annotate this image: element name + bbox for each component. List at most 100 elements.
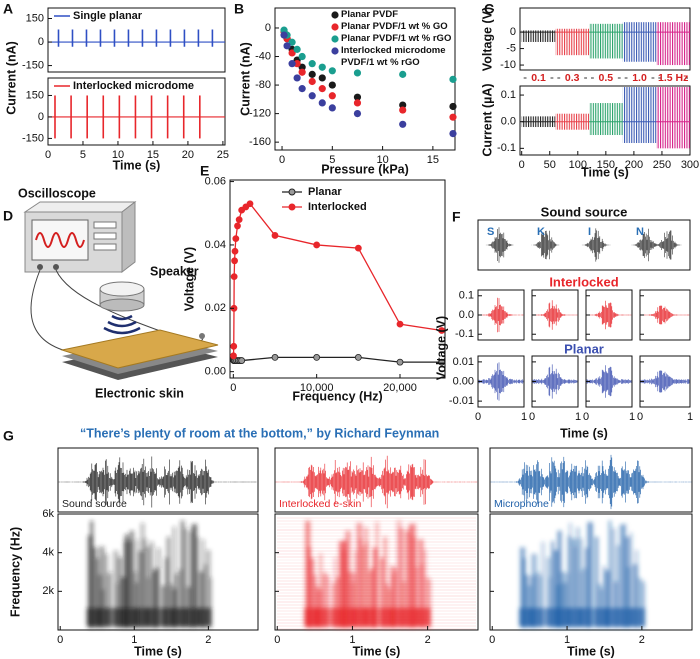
spectro-blob — [169, 583, 173, 628]
point — [238, 357, 246, 364]
point — [234, 222, 241, 230]
y-axis-label: Frequency (Hz) — [8, 527, 22, 617]
spectro-blob — [551, 541, 555, 628]
point — [313, 354, 321, 361]
spectro-blob — [361, 546, 366, 628]
waveform — [640, 370, 690, 393]
x-axis-label: Pressure (kPa) — [321, 162, 409, 176]
series-line — [232, 356, 442, 363]
point — [449, 129, 457, 138]
spectro-blob — [97, 608, 112, 626]
x-tick-label: 2 — [205, 634, 211, 646]
point — [438, 358, 446, 366]
scope-side — [121, 200, 136, 274]
x-tick-label: 10,000 — [300, 382, 334, 394]
spectro-blob — [307, 547, 311, 628]
row-title: Interlocked — [549, 274, 618, 289]
x-tick-label: 2 — [425, 634, 431, 646]
x-axis-label: Time (s) — [113, 158, 161, 172]
spectro-blob — [536, 571, 541, 628]
point — [449, 75, 457, 83]
x-tick-label: 300 — [681, 159, 699, 171]
legend-label: Interlocked microdome — [73, 80, 194, 92]
x-tick-label: 25 — [217, 149, 229, 161]
point — [313, 241, 321, 249]
sound-waveform — [485, 227, 682, 263]
legend-marker — [288, 203, 296, 211]
panel-label: E — [200, 163, 209, 179]
x-tick-label: 0 — [519, 159, 525, 171]
waveform — [586, 300, 632, 330]
spectro-blob — [380, 557, 384, 628]
point — [283, 42, 291, 50]
x-tick-label: 15 — [427, 154, 439, 166]
spectro-blob — [151, 571, 156, 628]
skin-contact — [199, 333, 205, 339]
point — [298, 52, 306, 61]
point — [354, 354, 362, 361]
spectro-blob — [615, 545, 621, 628]
signal-band — [589, 103, 623, 136]
plot-frame — [531, 289, 579, 341]
x-tick-label: 20 — [182, 149, 194, 161]
x-tick-label: 0 — [529, 411, 535, 423]
y-tick-label: -0.1 — [497, 142, 516, 154]
spectro-blob — [123, 608, 138, 626]
spectro-blob — [557, 530, 562, 628]
plot-frame — [57, 447, 259, 513]
point — [230, 352, 237, 360]
spectro-blob — [208, 577, 212, 628]
spectro-blob — [160, 608, 175, 626]
spectro-blob — [579, 571, 583, 628]
point — [353, 110, 362, 118]
spectro-blob — [341, 608, 356, 626]
spectro-blob — [407, 524, 413, 628]
point — [293, 45, 301, 53]
spectro-blob — [175, 573, 179, 628]
legend-label: Planar PVDF/1 wt % rGO — [341, 33, 451, 44]
spectro-blob — [180, 520, 185, 628]
signal-band — [656, 87, 690, 149]
spectro-blob — [567, 608, 582, 626]
y-tick-label: -10 — [500, 59, 516, 71]
spectro-blob — [161, 585, 166, 628]
spectro-blob — [533, 574, 538, 628]
legend-label: Planar PVDF/1 wt % GO — [341, 21, 448, 32]
spectro-blob — [145, 608, 160, 626]
spectro-blob — [90, 520, 94, 628]
point — [293, 74, 301, 82]
legend-marker — [331, 23, 339, 31]
x-tick-label: 15 — [147, 149, 159, 161]
y-tick-label: 0 — [265, 22, 271, 34]
scope-port — [37, 264, 43, 270]
legend-label: Interlocked — [308, 201, 367, 213]
x-tick-label: 1 — [629, 411, 635, 423]
point — [399, 70, 407, 78]
point — [318, 74, 326, 82]
spectro-blob — [604, 608, 619, 626]
speaker-base — [99, 298, 145, 312]
annotation: 0.1 — [531, 72, 546, 84]
point — [438, 327, 446, 334]
spectro-blob — [185, 608, 200, 626]
spectro-blob — [425, 577, 430, 628]
spectro-blob — [412, 536, 416, 628]
y-tick-label: -5 — [506, 42, 516, 54]
spectro-blob — [118, 557, 122, 628]
y-tick-label: 0.06 — [205, 175, 226, 187]
point — [328, 92, 336, 100]
spectro-blob — [124, 534, 129, 628]
y-tick-label: 0 — [38, 36, 44, 48]
spectro-blob — [201, 539, 205, 628]
legend-marker — [331, 11, 339, 19]
spectro-blob — [527, 585, 532, 628]
point — [353, 99, 362, 107]
f-letter: I — [588, 226, 591, 238]
spectro-blob — [631, 608, 646, 626]
waveform — [478, 362, 524, 401]
point — [396, 358, 404, 366]
point — [288, 38, 296, 46]
spectro-blob — [108, 571, 113, 628]
spectro-blob — [364, 608, 379, 626]
